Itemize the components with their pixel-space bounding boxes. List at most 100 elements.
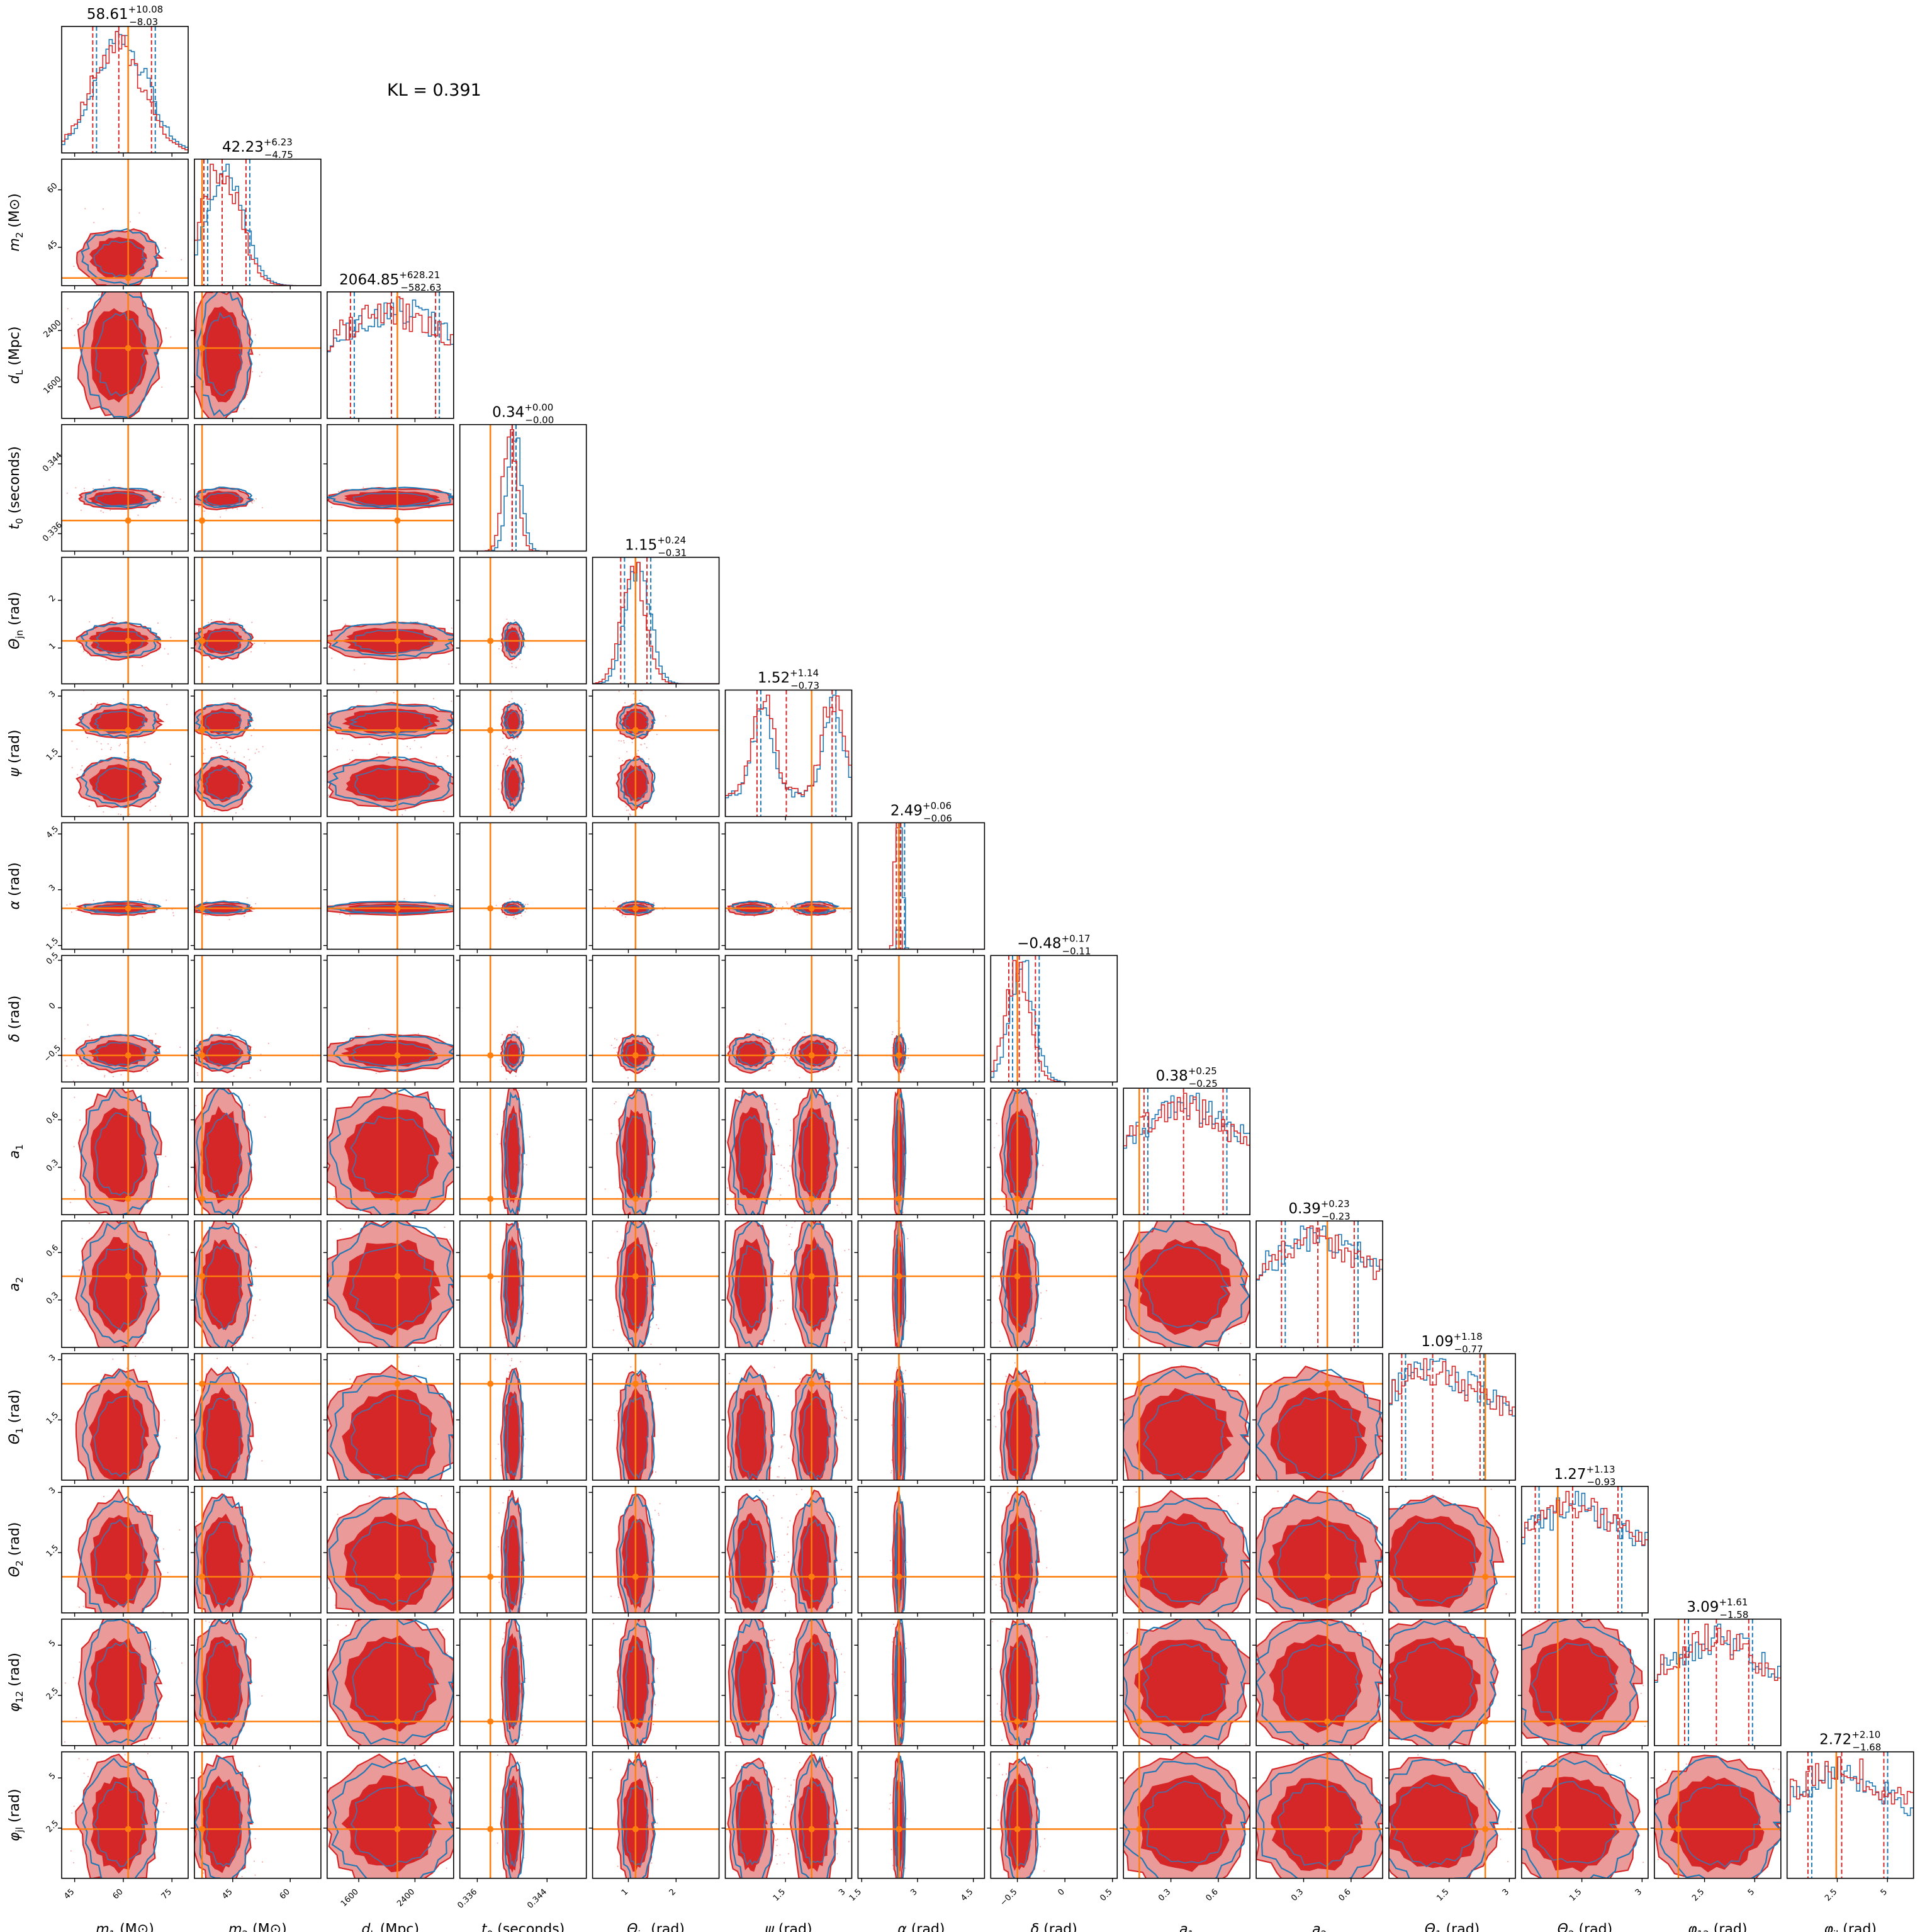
sample-point	[104, 1351, 106, 1352]
sample-point	[621, 1216, 622, 1218]
truth-point	[487, 1196, 494, 1203]
sample-point	[510, 1216, 511, 1218]
histogram-alpha: 2.49+0.06 −0.06	[857, 800, 986, 953]
sample-point	[323, 1047, 325, 1048]
sample-point	[521, 1217, 522, 1218]
sample-point	[655, 1245, 657, 1247]
panel-frame	[326, 424, 454, 552]
sample-point	[616, 1051, 618, 1053]
sample-point	[1040, 1292, 1042, 1294]
sample-point	[160, 500, 162, 502]
sample-point	[172, 915, 174, 917]
sample-point	[108, 479, 110, 481]
sample-point	[310, 1065, 311, 1066]
sample-point	[120, 814, 122, 816]
sample-point	[636, 753, 638, 755]
hist-title-a1: 0.38+0.25 −0.25	[1156, 1065, 1218, 1089]
sample-point	[193, 1322, 194, 1323]
sample-point	[190, 501, 191, 502]
sample-point	[619, 757, 621, 759]
sample-point	[512, 750, 514, 751]
sample-point	[836, 1205, 838, 1206]
sample-point	[171, 497, 173, 499]
sample-point	[789, 1145, 791, 1147]
contour-posterior-b	[194, 1033, 252, 1071]
sample-point	[69, 903, 71, 905]
sample-point	[391, 671, 393, 672]
sample-point	[789, 1048, 790, 1050]
sample-point	[614, 1103, 615, 1104]
contour-posterior-b	[620, 757, 656, 807]
sample-point	[444, 1227, 446, 1228]
sample-point	[376, 753, 378, 755]
sample-point	[189, 346, 190, 347]
truth-point	[896, 1196, 902, 1203]
sample-point	[179, 1047, 181, 1048]
sample-point	[142, 665, 143, 666]
sample-point	[89, 305, 91, 306]
sample-point	[189, 1039, 191, 1040]
sample-point	[88, 1218, 89, 1220]
sample-point	[1003, 1206, 1005, 1208]
y-tick-label: 4.5	[45, 824, 60, 840]
sample-point	[345, 624, 347, 626]
contour-posterior-b	[792, 901, 840, 914]
panel-t0-psi	[456, 689, 587, 821]
sample-point	[654, 1189, 656, 1190]
sample-point	[386, 1354, 387, 1356]
sample-point	[308, 630, 309, 631]
sample-point	[630, 825, 631, 826]
sample-point	[796, 914, 798, 916]
sample-point	[447, 755, 449, 757]
sample-point	[195, 631, 197, 633]
contour-posterior-b-inner	[625, 1041, 649, 1067]
contour-posterior-b	[327, 1221, 454, 1348]
sample-point	[1091, 1279, 1092, 1281]
sample-point	[135, 1356, 137, 1357]
sample-point	[315, 1136, 317, 1137]
panel-frame	[724, 822, 853, 950]
sample-point	[148, 1035, 150, 1036]
sample-point	[228, 618, 230, 620]
sample-point	[617, 1315, 619, 1317]
panel-frame	[724, 955, 853, 1083]
sample-point	[89, 621, 91, 623]
sample-point	[176, 1172, 177, 1174]
sample-point	[500, 645, 502, 647]
truth-point	[394, 727, 401, 734]
panel-frame	[194, 955, 322, 1083]
sample-point	[152, 505, 154, 507]
contour-inner	[734, 1238, 768, 1334]
hist-posterior_a-a2	[1256, 1225, 1383, 1348]
sample-point	[1206, 1218, 1208, 1219]
sample-point	[506, 618, 508, 620]
sample-point	[653, 902, 655, 904]
sample-point	[123, 751, 125, 753]
sample-point	[225, 1483, 227, 1484]
panel-frame	[61, 424, 189, 552]
sample-point	[388, 752, 390, 754]
sample-point	[196, 1390, 198, 1391]
sample-point	[456, 1177, 458, 1178]
panel-frame	[724, 1220, 853, 1348]
sample-point	[140, 898, 142, 900]
sample-point	[721, 908, 722, 909]
sample-point	[225, 423, 227, 424]
sample-point	[402, 814, 403, 816]
sample-point	[368, 1028, 370, 1030]
sample-point	[84, 208, 86, 210]
contour-posterior-b	[196, 1088, 253, 1215]
sample-point	[259, 375, 261, 377]
sample-point	[157, 1157, 159, 1159]
sample-point	[789, 1039, 790, 1041]
sample-point	[775, 1048, 777, 1050]
panel-alpha-a2	[854, 1220, 986, 1352]
sample-point	[261, 507, 263, 508]
sample-point	[509, 898, 511, 900]
contour-posterior-b-inner	[354, 768, 436, 800]
panel-m1-delta: −0.500.5	[42, 951, 189, 1086]
contour-posterior-b-inner	[205, 312, 243, 396]
contour-posterior-b-inner	[94, 491, 148, 507]
sample-point	[225, 750, 227, 751]
panel-frame	[1255, 1220, 1383, 1348]
